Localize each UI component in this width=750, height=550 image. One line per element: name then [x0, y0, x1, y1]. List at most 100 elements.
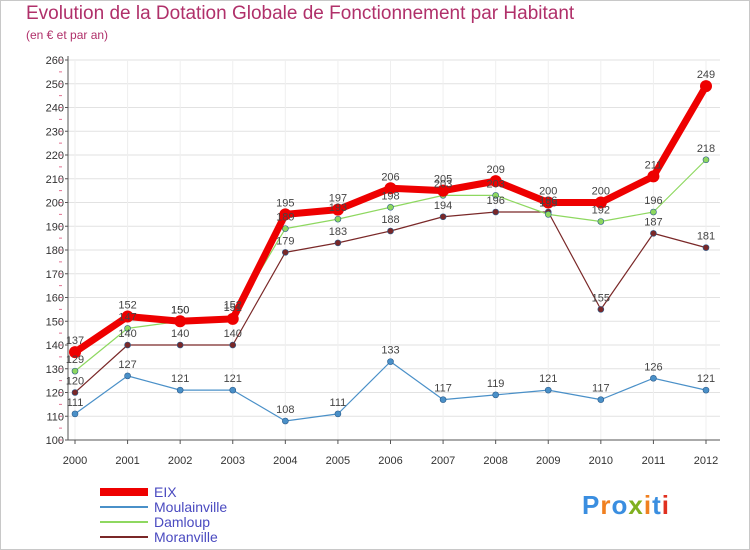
data-point-damloup-2008: [492, 192, 499, 199]
y-tick-label-150: 150: [46, 316, 64, 328]
data-point-moulainville-2010: [597, 396, 605, 403]
logo-letter: t: [652, 490, 662, 520]
data-label-moranville-2007: 194: [434, 200, 452, 212]
data-label-moulainville-2011: 126: [644, 361, 662, 373]
data-label-eix-2007: 205: [434, 174, 452, 186]
plot-area: [68, 58, 720, 440]
x-tick-label-2011: 2011: [642, 455, 666, 467]
logo-letter: o: [611, 490, 629, 520]
data-point-moranville-2001: [124, 341, 131, 349]
x-tick-label-2002: 2002: [168, 455, 192, 467]
logo-letter: i: [661, 490, 670, 520]
legend-label-eix: EIX: [154, 484, 177, 500]
data-label-moranville-2012: 181: [697, 231, 715, 243]
data-label-moranville-2010: 155: [592, 292, 610, 304]
data-label-eix-2012: 249: [697, 69, 715, 81]
x-tick-label-2012: 2012: [694, 455, 718, 467]
data-point-moranville-2011: [650, 230, 657, 237]
data-label-eix-2009: 200: [539, 186, 557, 198]
data-label-moranville-2011: 187: [644, 216, 662, 228]
data-point-moulainville-2001: [124, 372, 131, 380]
y-tick-label-110: 110: [46, 411, 64, 423]
legend-label-moulainville: Moulainville: [154, 499, 227, 515]
data-point-moulainville-2012: [702, 386, 710, 394]
data-label-moulainville-2004: 108: [276, 404, 294, 416]
y-tick-label-170: 170: [46, 269, 64, 281]
data-label-moulainville-2008: 119: [487, 378, 505, 390]
data-point-eix-2006: [384, 182, 397, 195]
data-point-eix-2012: [700, 80, 712, 93]
x-tick-label-2010: 2010: [589, 455, 613, 467]
data-point-moranville-2004: [282, 249, 289, 256]
y-tick-label-190: 190: [46, 221, 64, 233]
data-label-moranville-2009: 196: [539, 195, 557, 207]
data-point-damloup-2001: [124, 325, 131, 332]
data-label-moulainville-2005: 111: [330, 397, 347, 409]
data-label-moulainville-2009: 121: [539, 373, 557, 385]
legend-label-moranville: Moranville: [154, 529, 218, 545]
data-label-moranville-2008: 196: [486, 195, 504, 207]
y-tick-label-230: 230: [46, 126, 64, 138]
y-tick-label-210: 210: [46, 174, 64, 186]
data-point-damloup-2004: [282, 225, 289, 232]
data-label-damloup-2003: 152: [224, 300, 242, 312]
logo-letter: P: [582, 490, 601, 520]
data-label-eix-2008: 209: [486, 164, 504, 176]
x-tick-label-2001: 2001: [115, 455, 139, 467]
data-label-damloup-2009: 195: [539, 197, 557, 209]
data-label-damloup-2004: 189: [276, 212, 294, 224]
data-label-moulainville-2003: 121: [224, 373, 242, 385]
y-tick-label-130: 130: [46, 364, 64, 376]
data-point-damloup-2012: [702, 156, 710, 164]
data-label-eix-2004: 195: [276, 197, 294, 209]
grid-layer: [68, 58, 720, 441]
y-tick-label-160: 160: [46, 293, 64, 305]
data-point-moulainville-2009: [544, 386, 552, 394]
data-label-eix-2011: 211: [645, 159, 663, 171]
data-label-moulainville-2012: 121: [697, 373, 715, 385]
y-tick-label-180: 180: [46, 245, 64, 257]
x-tick-label-2006: 2006: [378, 455, 402, 467]
data-point-moranville-2008: [492, 208, 499, 216]
data-label-damloup-2008: 203: [486, 178, 504, 190]
data-point-eix-2004: [279, 208, 292, 221]
chart-subtitle: (en € et par an): [26, 28, 109, 42]
data-label-damloup-2012: 218: [697, 143, 715, 155]
data-point-moulainville-2008: [492, 391, 499, 399]
x-tick-label-2005: 2005: [326, 455, 350, 467]
y-tick-label-120: 120: [46, 388, 64, 400]
data-point-eix-2002: [174, 315, 187, 328]
data-point-moulainville-2007: [439, 396, 447, 403]
data-label-eix-2001: 152: [118, 300, 136, 312]
data-label-moranville-2005: 183: [329, 226, 347, 238]
data-label-damloup-2006: 198: [381, 190, 399, 202]
data-point-moranville-2012: [702, 244, 710, 251]
x-tick-label-2000: 2000: [63, 455, 87, 467]
y-tick-label-260: 260: [46, 55, 64, 67]
data-point-moulainville-2004: [282, 417, 289, 425]
data-point-moulainville-2005: [334, 410, 342, 418]
data-point-moulainville-2003: [229, 386, 237, 394]
data-point-moranville-2007: [439, 213, 447, 221]
data-label-moulainville-2007: 117: [434, 383, 452, 395]
data-point-moulainville-2002: [176, 386, 184, 394]
data-point-eix-2010: [594, 196, 607, 209]
y-tick-label-250: 250: [46, 79, 64, 91]
data-point-moranville-2002: [176, 341, 184, 349]
data-point-damloup-2011: [650, 208, 657, 216]
data-label-eix-2006: 206: [381, 171, 399, 183]
data-point-eix-2011: [647, 170, 660, 183]
chart-title: Evolution de la Dotation Globale de Fonc…: [26, 3, 575, 24]
x-tick-label-2004: 2004: [273, 455, 297, 467]
logo-letter: x: [628, 490, 644, 520]
data-point-damloup-2009: [544, 211, 552, 218]
data-point-eix-2000: [69, 346, 81, 359]
data-label-moranville-2000: 120: [66, 376, 84, 388]
data-point-moulainville-2006: [387, 358, 394, 365]
x-tick-label-2009: 2009: [536, 455, 560, 467]
data-point-eix-2009: [542, 196, 555, 209]
data-point-moranville-2010: [597, 306, 605, 313]
data-point-eix-2001: [121, 310, 134, 323]
